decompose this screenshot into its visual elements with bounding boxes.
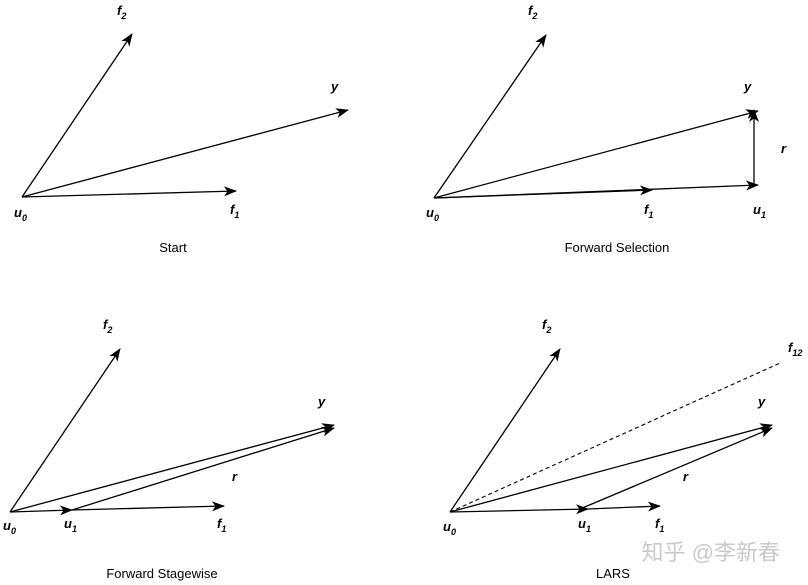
vector-r xyxy=(71,426,335,511)
panel-start: f2 y u0 f1 Start xyxy=(14,3,349,255)
label-f1: f1 xyxy=(655,516,664,534)
vector-y xyxy=(21,108,349,198)
panel-lars: f2 f12 y r u0 u1 f1 LARS xyxy=(443,317,802,581)
label-u0: u0 xyxy=(14,205,27,223)
label-y: y xyxy=(317,394,326,409)
label-f2: f2 xyxy=(528,3,537,21)
vector-y xyxy=(449,423,773,513)
watermark: 知乎 @李新春 xyxy=(642,540,780,565)
vector-f2 xyxy=(449,348,561,513)
vector-u0-u1 xyxy=(449,504,589,515)
vector-u0-u1 xyxy=(9,505,73,516)
label-f1: f1 xyxy=(230,202,239,220)
label-f1: f1 xyxy=(217,516,226,534)
label-u1: u1 xyxy=(753,202,766,220)
vector-f1 xyxy=(71,501,225,512)
panel-forward-selection: f2 y r u0 f1 u1 Forward Selection xyxy=(426,3,787,255)
vector-y xyxy=(433,109,759,199)
label-f1: f1 xyxy=(644,202,653,220)
vector-f2 xyxy=(21,33,133,198)
line-f12-dashed xyxy=(449,362,781,513)
vector-r xyxy=(579,427,773,510)
label-y: y xyxy=(743,79,752,94)
label-r: r xyxy=(781,141,787,156)
label-y: y xyxy=(330,79,339,94)
vector-f2 xyxy=(433,34,547,199)
vector-f2 xyxy=(9,348,121,513)
label-f2: f2 xyxy=(117,3,126,21)
vector-f1 xyxy=(21,186,237,198)
label-f2: f2 xyxy=(542,317,551,335)
label-r: r xyxy=(683,469,689,484)
label-r: r xyxy=(232,469,238,484)
panel-forward-stagewise: f2 y r u0 u1 f1 Forward Stagewise xyxy=(3,317,335,581)
label-u1: u1 xyxy=(578,516,591,534)
vector-u0-f1 xyxy=(433,185,653,199)
label-f2: f2 xyxy=(103,317,112,335)
caption-forward-selection: Forward Selection xyxy=(565,240,670,255)
label-u1: u1 xyxy=(64,516,77,534)
label-y: y xyxy=(757,394,766,409)
label-u0: u0 xyxy=(426,205,439,223)
caption-lars: LARS xyxy=(596,566,630,581)
caption-forward-stagewise: Forward Stagewise xyxy=(106,566,217,581)
label-u0: u0 xyxy=(443,519,456,537)
label-f12: f12 xyxy=(788,340,802,358)
caption-start: Start xyxy=(159,240,187,255)
label-u0: u0 xyxy=(3,518,16,536)
vector-f1 xyxy=(587,501,661,512)
vector-y xyxy=(9,423,335,513)
